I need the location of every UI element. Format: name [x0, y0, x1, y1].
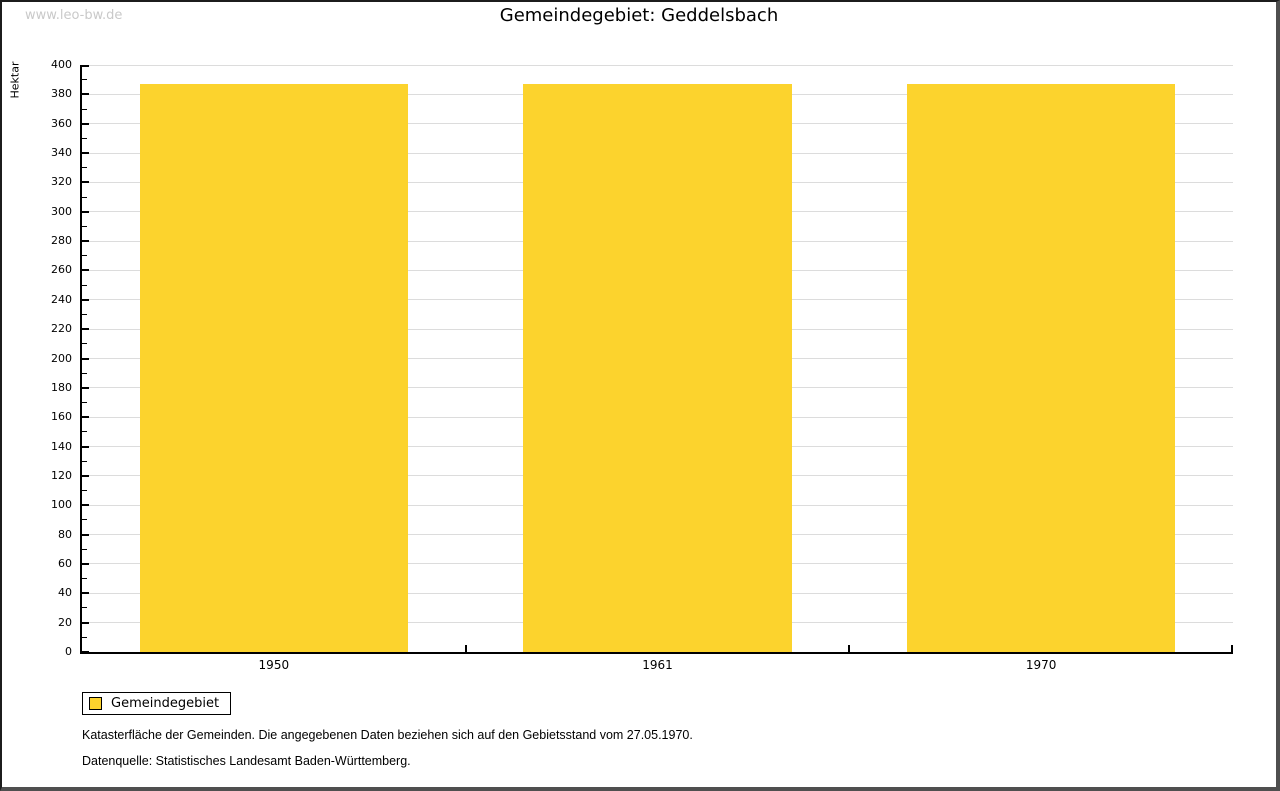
y-minor-tick-150 — [82, 431, 87, 433]
y-tick-360 — [82, 122, 89, 125]
bar-1961 — [523, 84, 792, 652]
y-tick-240 — [82, 298, 89, 301]
y-minor-tick-70 — [82, 548, 87, 550]
y-tick-label-180: 180 — [51, 380, 72, 394]
gridline-400 — [82, 65, 1233, 66]
y-minor-tick-30 — [82, 607, 87, 609]
y-tick-180 — [82, 386, 89, 389]
y-minor-tick-330 — [82, 167, 87, 169]
y-tick-100 — [82, 504, 89, 507]
y-tick-320 — [82, 181, 89, 184]
y-minor-tick-390 — [82, 79, 87, 81]
y-minor-tick-130 — [82, 460, 87, 462]
x-axis-line — [80, 652, 1233, 654]
y-tick-label-280: 280 — [51, 234, 72, 248]
plot-area: 0 20 40 60 80 100 120 140 160 180 200 220 240 260 280 3… — [51, 58, 1233, 672]
y-tick-300 — [82, 210, 89, 213]
y-tick-label-200: 200 — [51, 351, 72, 365]
footnote-source: Datenquelle: Statistisches Landesamt Bad… — [82, 754, 411, 768]
x-boundary-tick-1 — [464, 645, 467, 652]
y-tick-label-300: 300 — [51, 204, 72, 218]
y-minor-tick-350 — [82, 137, 87, 139]
y-tick-label-240: 240 — [51, 292, 72, 306]
y-tick-label-220: 220 — [51, 322, 72, 336]
y-minor-tick-270 — [82, 255, 87, 257]
y-minor-tick-170 — [82, 402, 87, 404]
y-tick-label-320: 320 — [51, 175, 72, 189]
y-tick-label-20: 20 — [58, 615, 72, 629]
y-minor-tick-190 — [82, 372, 87, 374]
watermark: www.leo-bw.de — [25, 8, 123, 23]
legend-label: Gemeindegebiet — [111, 696, 220, 711]
y-tick-220 — [82, 328, 89, 331]
y-tick-380 — [82, 93, 89, 96]
y-tick-label-120: 120 — [51, 468, 72, 482]
y-tick-280 — [82, 240, 89, 243]
y-minor-tick-290 — [82, 225, 87, 227]
y-minor-tick-230 — [82, 313, 87, 315]
x-label-1970: 1970 — [1025, 658, 1057, 672]
y-tick-260 — [82, 269, 89, 272]
y-tick-label-260: 260 — [51, 263, 72, 277]
y-minor-tick-210 — [82, 343, 87, 345]
x-label-1950: 1950 — [258, 658, 290, 672]
y-tick-label-160: 160 — [51, 410, 72, 424]
y-minor-tick-370 — [82, 108, 87, 110]
y-axis-line — [80, 65, 82, 654]
y-minor-tick-10 — [82, 636, 87, 638]
x-boundary-tick-2 — [848, 645, 851, 652]
y-tick-label-0: 0 — [65, 645, 72, 658]
y-minor-tick-90 — [82, 519, 87, 521]
y-minor-tick-50 — [82, 578, 87, 580]
y-minor-tick-310 — [82, 196, 87, 198]
x-boundary-tick-3 — [1231, 645, 1233, 652]
y-tick-120 — [82, 474, 89, 477]
y-tick-label-380: 380 — [51, 87, 72, 101]
y-minor-tick-110 — [82, 490, 87, 492]
y-tick-label-360: 360 — [51, 116, 72, 130]
y-tick-60 — [82, 562, 89, 565]
y-tick-label-140: 140 — [51, 439, 72, 453]
footnote-description: Katasterfläche der Gemeinden. Die angege… — [82, 728, 693, 742]
y-tick-label-340: 340 — [51, 146, 72, 160]
y-tick-40 — [82, 592, 89, 595]
y-tick-340 — [82, 152, 89, 155]
y-tick-400 — [82, 65, 89, 67]
y-tick-label-100: 100 — [51, 498, 72, 512]
chart-title: Gemeindegebiet: Geddelsbach — [499, 5, 779, 26]
legend-swatch — [89, 697, 102, 710]
bar-1970 — [906, 84, 1176, 652]
y-tick-200 — [82, 357, 89, 360]
y-tick-label-400: 400 — [51, 58, 72, 71]
y-tick-0 — [82, 651, 89, 653]
y-tick-label-60: 60 — [58, 556, 72, 570]
y-minor-tick-250 — [82, 284, 87, 286]
y-tick-label-40: 40 — [58, 586, 72, 600]
x-label-1961: 1961 — [642, 658, 673, 672]
bar-1950 — [139, 84, 409, 652]
y-tick-140 — [82, 445, 89, 448]
y-tick-80 — [82, 533, 89, 536]
legend: Gemeindegebiet — [82, 692, 232, 715]
y-tick-label-80: 80 — [58, 527, 72, 541]
y-tick-20 — [82, 621, 89, 624]
y-tick-160 — [82, 416, 89, 419]
